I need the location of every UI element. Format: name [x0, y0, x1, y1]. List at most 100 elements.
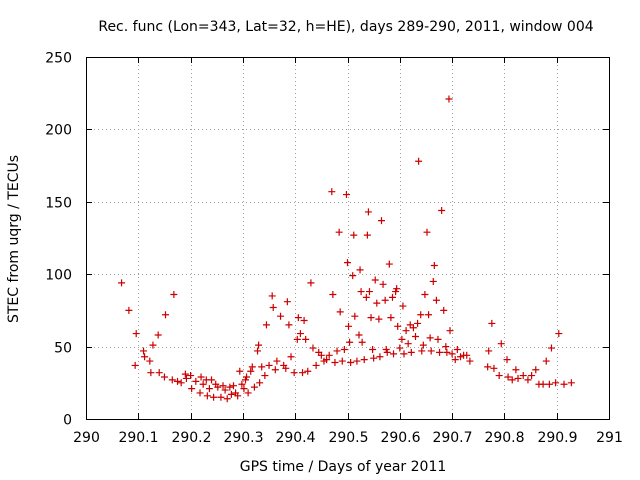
- data-point: [351, 312, 359, 320]
- data-point: [285, 321, 293, 329]
- data-point: [177, 379, 185, 387]
- data-point: [168, 376, 176, 384]
- data-point: [430, 262, 438, 270]
- grid-lines: [86, 57, 609, 419]
- data-point: [360, 356, 368, 364]
- data-point: [371, 276, 379, 284]
- x-tick-label: 290.4: [275, 430, 315, 446]
- data-point: [350, 231, 358, 239]
- data-point: [269, 304, 277, 312]
- data-point: [528, 372, 536, 380]
- y-tick-label: 250: [45, 51, 72, 67]
- data-point: [333, 347, 341, 355]
- data-point: [355, 331, 363, 339]
- data-point: [338, 357, 346, 365]
- data-point: [329, 290, 337, 298]
- data-point: [367, 314, 375, 322]
- data-point: [273, 357, 281, 365]
- data-point: [448, 350, 456, 358]
- data-point: [443, 348, 451, 356]
- data-point: [255, 341, 263, 349]
- data-point: [131, 361, 139, 369]
- data-point: [503, 356, 511, 364]
- data-point: [335, 228, 343, 236]
- data-point: [400, 350, 408, 358]
- data-point: [161, 311, 169, 319]
- data-point: [283, 298, 291, 306]
- data-point: [419, 341, 427, 349]
- data-point: [325, 351, 333, 359]
- data-point: [396, 344, 404, 352]
- data-point: [532, 366, 540, 374]
- data-point: [363, 231, 371, 239]
- data-point: [409, 324, 417, 332]
- data-point: [328, 188, 336, 196]
- data-point: [508, 376, 516, 384]
- data-point: [223, 395, 231, 403]
- data-point: [484, 363, 492, 371]
- chart-title: Rec. func (Lon=343, Lat=32, h=HE), days …: [98, 19, 593, 35]
- data-point: [427, 347, 435, 355]
- y-tick-label: 200: [45, 123, 72, 139]
- data-point: [174, 377, 182, 385]
- data-point: [369, 345, 377, 353]
- data-point: [344, 259, 351, 267]
- data-point: [512, 366, 520, 374]
- data-point: [188, 385, 196, 393]
- x-tick-label: 290.7: [432, 430, 472, 446]
- data-point: [154, 331, 162, 339]
- data-point: [404, 340, 412, 348]
- data-point: [456, 353, 464, 361]
- data-point: [214, 383, 222, 391]
- data-points: [118, 95, 575, 403]
- data-point: [418, 347, 426, 355]
- data-point: [234, 392, 242, 400]
- data-point: [155, 369, 163, 377]
- data-point: [375, 315, 383, 323]
- x-tick-label: 290.9: [537, 430, 577, 446]
- data-point: [294, 314, 302, 322]
- data-point: [358, 338, 366, 346]
- data-point: [402, 327, 410, 335]
- data-point: [414, 319, 422, 327]
- data-point: [317, 351, 325, 359]
- data-point: [149, 341, 157, 349]
- data-point: [219, 382, 227, 390]
- data-point: [146, 357, 154, 365]
- data-point: [254, 347, 262, 355]
- data-point: [238, 380, 246, 388]
- data-point: [349, 272, 357, 280]
- data-point: [399, 302, 407, 310]
- data-point: [296, 330, 304, 338]
- x-tick-labels: 290 290.1 290.2 290.3 290.4 290.5 290.6 290.7 29…: [73, 430, 623, 446]
- x-tick-label: 290: [73, 430, 100, 446]
- data-point: [440, 306, 448, 314]
- data-point: [362, 293, 370, 301]
- data-point: [383, 348, 391, 356]
- data-point: [307, 279, 315, 287]
- data-point: [265, 361, 273, 369]
- data-point: [432, 296, 440, 304]
- data-point: [504, 373, 512, 381]
- data-point: [312, 361, 320, 369]
- data-point: [244, 389, 252, 397]
- data-point: [353, 357, 361, 365]
- data-point: [236, 367, 244, 375]
- data-point: [365, 288, 373, 296]
- data-point: [519, 372, 527, 380]
- data-point: [434, 335, 442, 343]
- data-point: [442, 343, 450, 351]
- data-point: [388, 293, 396, 301]
- data-point: [182, 374, 190, 382]
- data-point: [445, 95, 453, 103]
- x-tick-label: 290.3: [223, 430, 263, 446]
- data-point: [256, 379, 264, 387]
- data-point: [304, 367, 312, 375]
- x-tick-label: 290.6: [380, 430, 420, 446]
- data-point: [446, 327, 454, 335]
- data-point: [141, 353, 149, 361]
- data-point: [555, 330, 563, 338]
- axis-ticks: [86, 57, 610, 420]
- data-point: [438, 206, 446, 214]
